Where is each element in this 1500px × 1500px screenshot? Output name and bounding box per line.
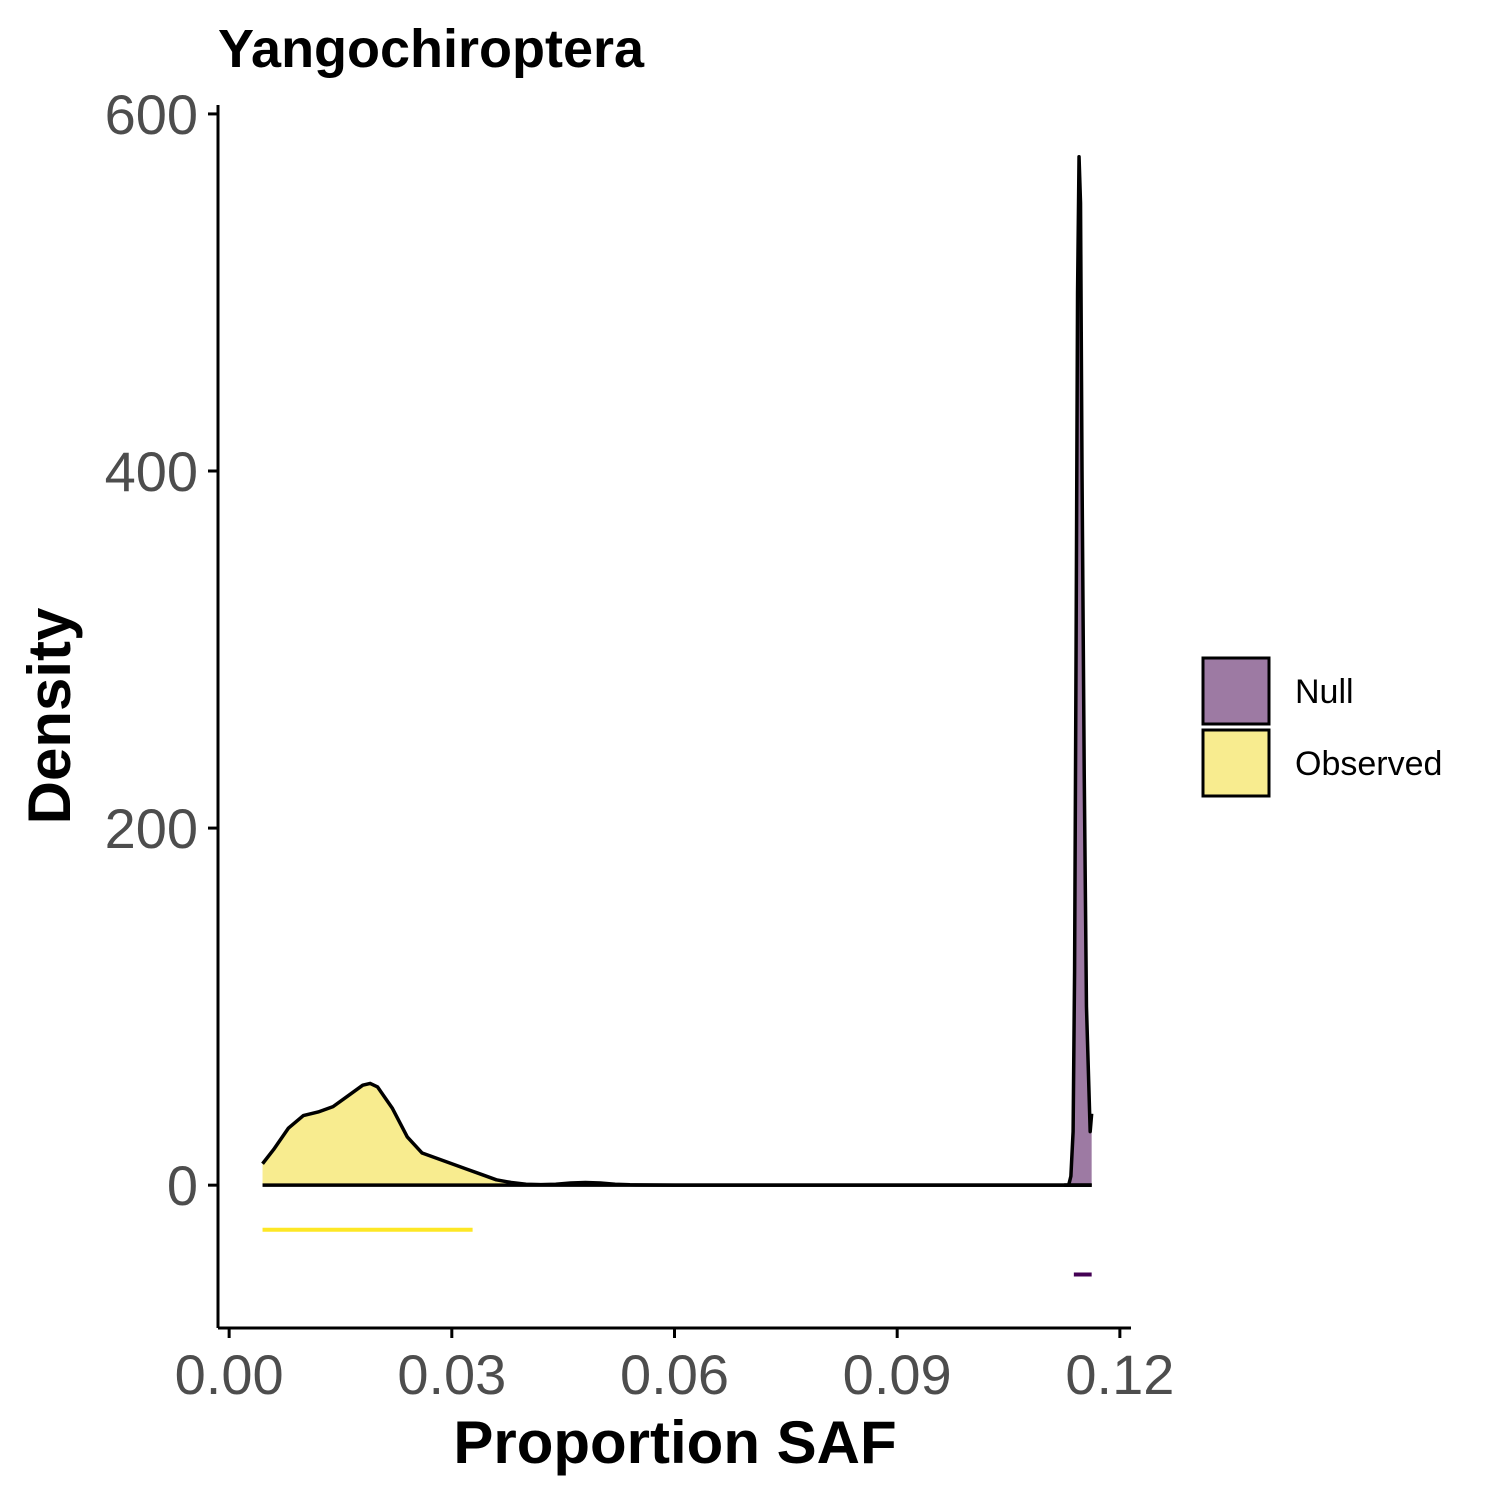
legend: Null Observed <box>1201 656 1442 798</box>
y-axis-title: Density <box>16 607 83 824</box>
legend-label-observed: Observed <box>1295 745 1442 783</box>
y-tick-label: 0 <box>167 1154 198 1217</box>
x-tick-label: 0.03 <box>397 1343 506 1406</box>
plot-area <box>261 155 1094 1277</box>
density-area-observed <box>262 1083 1092 1186</box>
legend-label-null: Null <box>1295 673 1354 711</box>
x-tick-label: 0.09 <box>843 1343 952 1406</box>
legend-key-null <box>1201 656 1271 726</box>
x-tick-label: 0.06 <box>620 1343 729 1406</box>
x-tick-label: 0.00 <box>175 1343 284 1406</box>
legend-key-observed <box>1201 728 1271 798</box>
chart-title: Yangochiroptera <box>218 19 645 79</box>
y-axis-ticks: 0 200 400 600 <box>105 83 218 1217</box>
y-tick-label: 400 <box>105 440 198 503</box>
y-tick-label: 600 <box>105 83 198 146</box>
x-tick-label: 0.12 <box>1065 1343 1174 1406</box>
density-curve-null <box>1064 155 1094 1187</box>
x-axis-ticks: 0.00 0.03 0.06 0.09 0.12 <box>175 1328 1174 1406</box>
x-axis-title: Proportion SAF <box>453 1409 896 1476</box>
y-tick-label: 200 <box>105 797 198 860</box>
